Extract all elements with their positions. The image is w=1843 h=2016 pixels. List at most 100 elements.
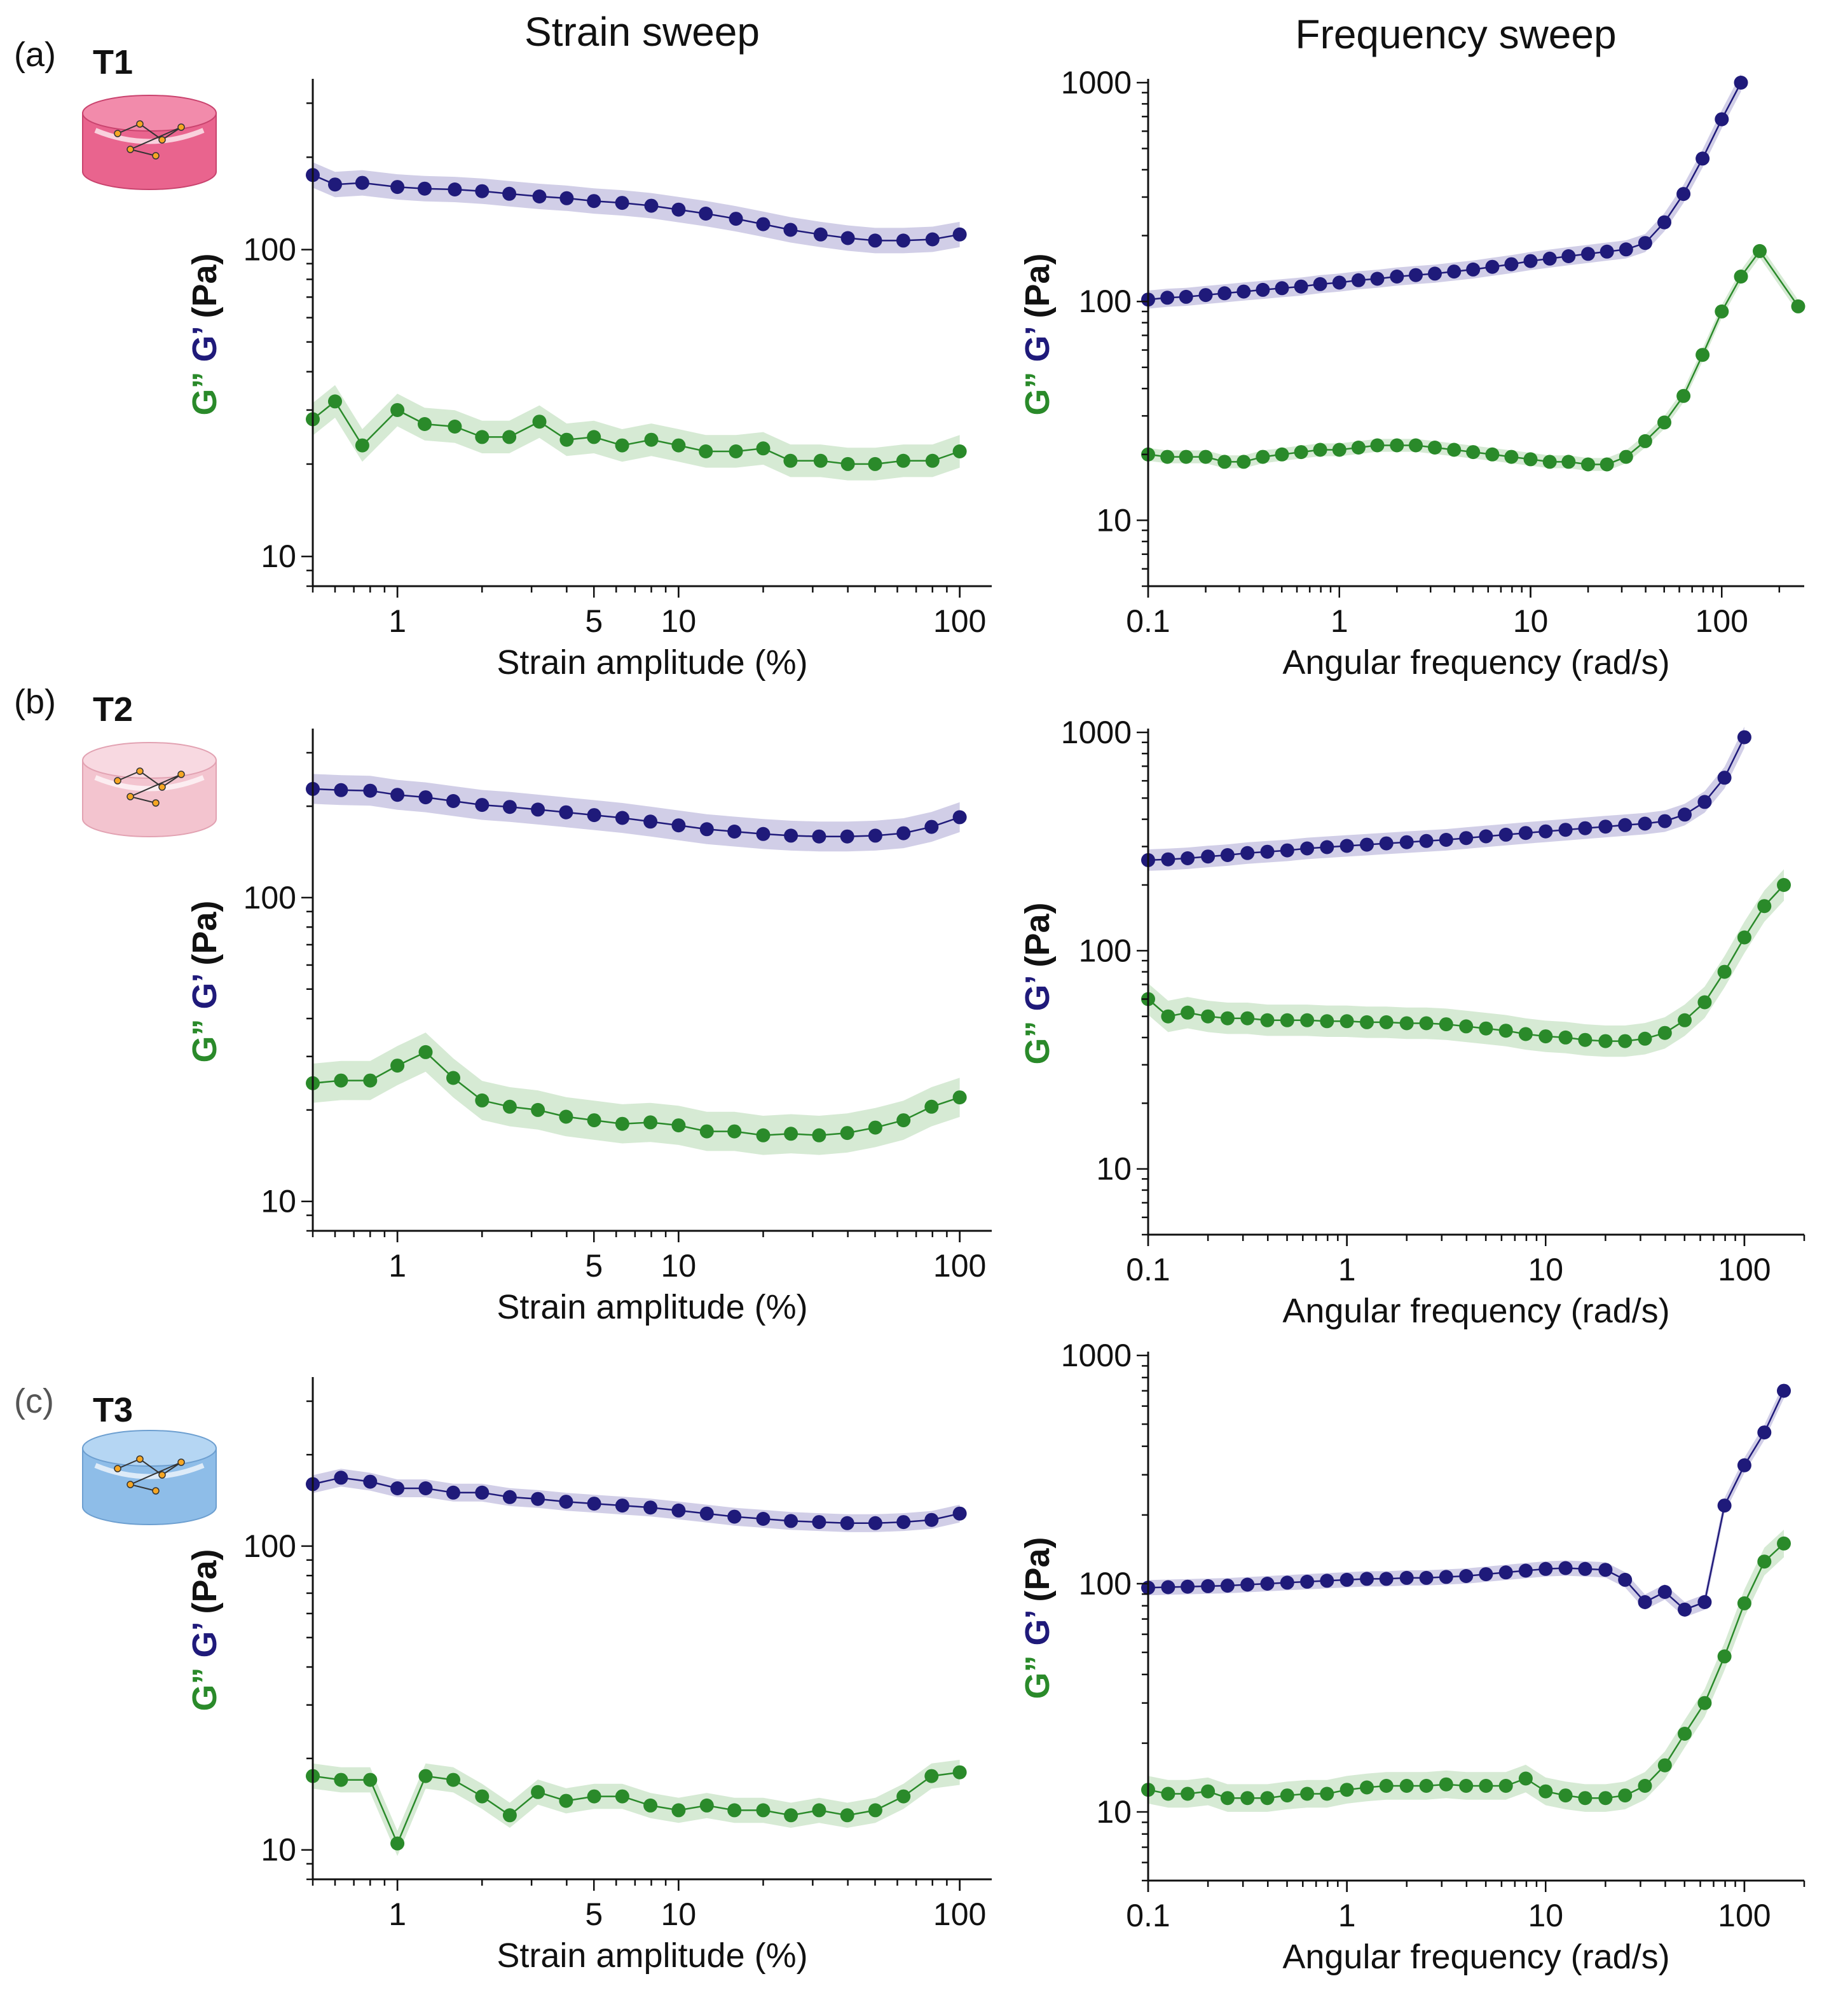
- point-g-prime: [1598, 819, 1613, 834]
- point-g-double-prime: [1600, 457, 1614, 472]
- point-g-prime: [531, 802, 545, 817]
- point-g-prime: [334, 783, 348, 797]
- x-axis-label: Strain amplitude (%): [497, 1937, 807, 1975]
- network-node: [127, 793, 134, 800]
- point-g-double-prime: [1280, 1788, 1294, 1803]
- point-g-double-prime: [1485, 447, 1500, 462]
- sample-label-t1: T1: [93, 43, 133, 81]
- point-g-double-prime: [502, 430, 517, 444]
- y-tick-label: 100: [243, 1528, 296, 1564]
- point-g-double-prime: [475, 1093, 490, 1107]
- point-g-prime: [1558, 1561, 1573, 1575]
- point-g-double-prime: [868, 456, 882, 471]
- point-g-double-prime: [756, 1803, 771, 1818]
- point-g-double-prime: [1390, 438, 1404, 453]
- point-g-prime: [418, 181, 432, 196]
- point-g-prime: [643, 1500, 658, 1515]
- point-g-prime: [840, 231, 855, 245]
- point-g-prime: [615, 196, 629, 210]
- point-g-prime: [784, 828, 798, 843]
- point-g-double-prime: [1201, 1784, 1216, 1799]
- y-label-gdouble: G”: [1018, 1646, 1057, 1699]
- point-g-double-prime: [1638, 434, 1652, 448]
- point-g-prime: [1459, 831, 1474, 846]
- point-g-double-prime: [1237, 455, 1251, 469]
- point-g-prime: [1240, 1577, 1255, 1592]
- point-g-prime: [896, 1515, 911, 1530]
- point-g-prime: [390, 1481, 405, 1495]
- y-label-gprime: G’: [186, 318, 224, 362]
- point-g-prime: [1217, 286, 1232, 301]
- point-g-double-prime: [475, 1789, 490, 1804]
- network-node: [152, 152, 160, 160]
- x-tick-label: 100: [933, 1248, 986, 1284]
- network-node: [127, 1481, 134, 1488]
- point-g-prime: [699, 822, 714, 837]
- point-g-double-prime: [446, 1071, 460, 1085]
- point-g-double-prime: [1578, 1032, 1593, 1047]
- point-g-double-prime: [727, 1803, 742, 1818]
- point-g-prime: [1657, 814, 1672, 828]
- y-label-gdouble: G”: [1018, 1011, 1057, 1065]
- point-g-prime: [952, 1506, 967, 1521]
- y-label-unit: (Pa): [1018, 902, 1057, 967]
- network-node: [136, 120, 144, 128]
- point-g-double-prime: [559, 432, 574, 447]
- y-label-gdouble: G”: [186, 1658, 224, 1711]
- point-g-double-prime: [334, 1073, 348, 1088]
- point-g-double-prime: [1717, 1649, 1732, 1664]
- point-g-prime: [1638, 236, 1652, 250]
- point-g-prime: [1618, 818, 1633, 832]
- x-tick-label: 10: [661, 1896, 697, 1932]
- point-g-double-prime: [1638, 1031, 1652, 1046]
- point-g-double-prime: [1240, 1791, 1255, 1806]
- point-g-prime: [1256, 282, 1270, 297]
- point-g-double-prime: [1419, 1016, 1434, 1031]
- point-g-double-prime: [729, 444, 743, 458]
- point-g-prime: [840, 829, 854, 844]
- point-g-prime: [1280, 1575, 1294, 1590]
- y-label-unit: (Pa): [1018, 1537, 1057, 1601]
- axes: 0.1 1 10 100 10 100 1000: [1061, 65, 1804, 639]
- network-node: [114, 777, 121, 785]
- x-tick-label: 1: [1338, 1252, 1356, 1287]
- point-g-prime: [727, 825, 742, 839]
- point-g-double-prime: [1561, 455, 1576, 469]
- point-g-double-prime: [896, 453, 910, 468]
- x-tick-label: 0.1: [1126, 603, 1170, 639]
- point-g-prime: [1578, 1561, 1593, 1576]
- axes: 1 5 10 100 10 100: [243, 1377, 992, 1932]
- point-g-prime: [1600, 244, 1614, 259]
- blue-hydrogel-cylinder-icon: [82, 1430, 217, 1525]
- point-g-double-prime: [1181, 1005, 1195, 1020]
- point-g-double-prime: [1504, 449, 1519, 464]
- point-g-double-prime: [1313, 442, 1327, 457]
- point-g-double-prime: [1638, 1779, 1652, 1793]
- x-tick-label: 100: [933, 603, 986, 639]
- point-g-prime: [1409, 268, 1423, 282]
- point-g-prime: [896, 233, 910, 248]
- point-g-prime: [1179, 289, 1193, 304]
- point-g-prime: [1161, 852, 1175, 867]
- point-g-double-prime: [502, 1099, 517, 1114]
- point-g-double-prime: [868, 1803, 882, 1818]
- point-g-prime: [1518, 826, 1533, 840]
- band-g-double-prime: [313, 1760, 960, 1856]
- point-g-double-prime: [1678, 1013, 1692, 1027]
- row-b: (b) T2 1 5 10 100 10 100 Strain amplitude (%) G…: [14, 683, 1805, 1330]
- y-tick-label: 10: [261, 1832, 296, 1868]
- point-g-prime: [559, 191, 574, 205]
- point-g-double-prime: [896, 1113, 911, 1128]
- y-label-unit: (Pa): [1018, 253, 1057, 318]
- point-g-prime: [756, 826, 771, 841]
- point-g-double-prime: [1715, 304, 1729, 319]
- y-label-gdouble: G”: [186, 362, 224, 416]
- band-g-double-prime: [1148, 869, 1784, 1057]
- point-g-double-prime: [671, 438, 686, 453]
- point-g-prime: [1237, 284, 1251, 299]
- chart-a-frequency-sweep: 0.1 1 10 100 10 100 1000 Angular frequency (rad…: [1018, 65, 1805, 682]
- point-g-prime: [1181, 1579, 1195, 1594]
- point-g-prime: [502, 800, 517, 814]
- network-node: [114, 1465, 121, 1472]
- point-g-prime: [363, 1474, 378, 1489]
